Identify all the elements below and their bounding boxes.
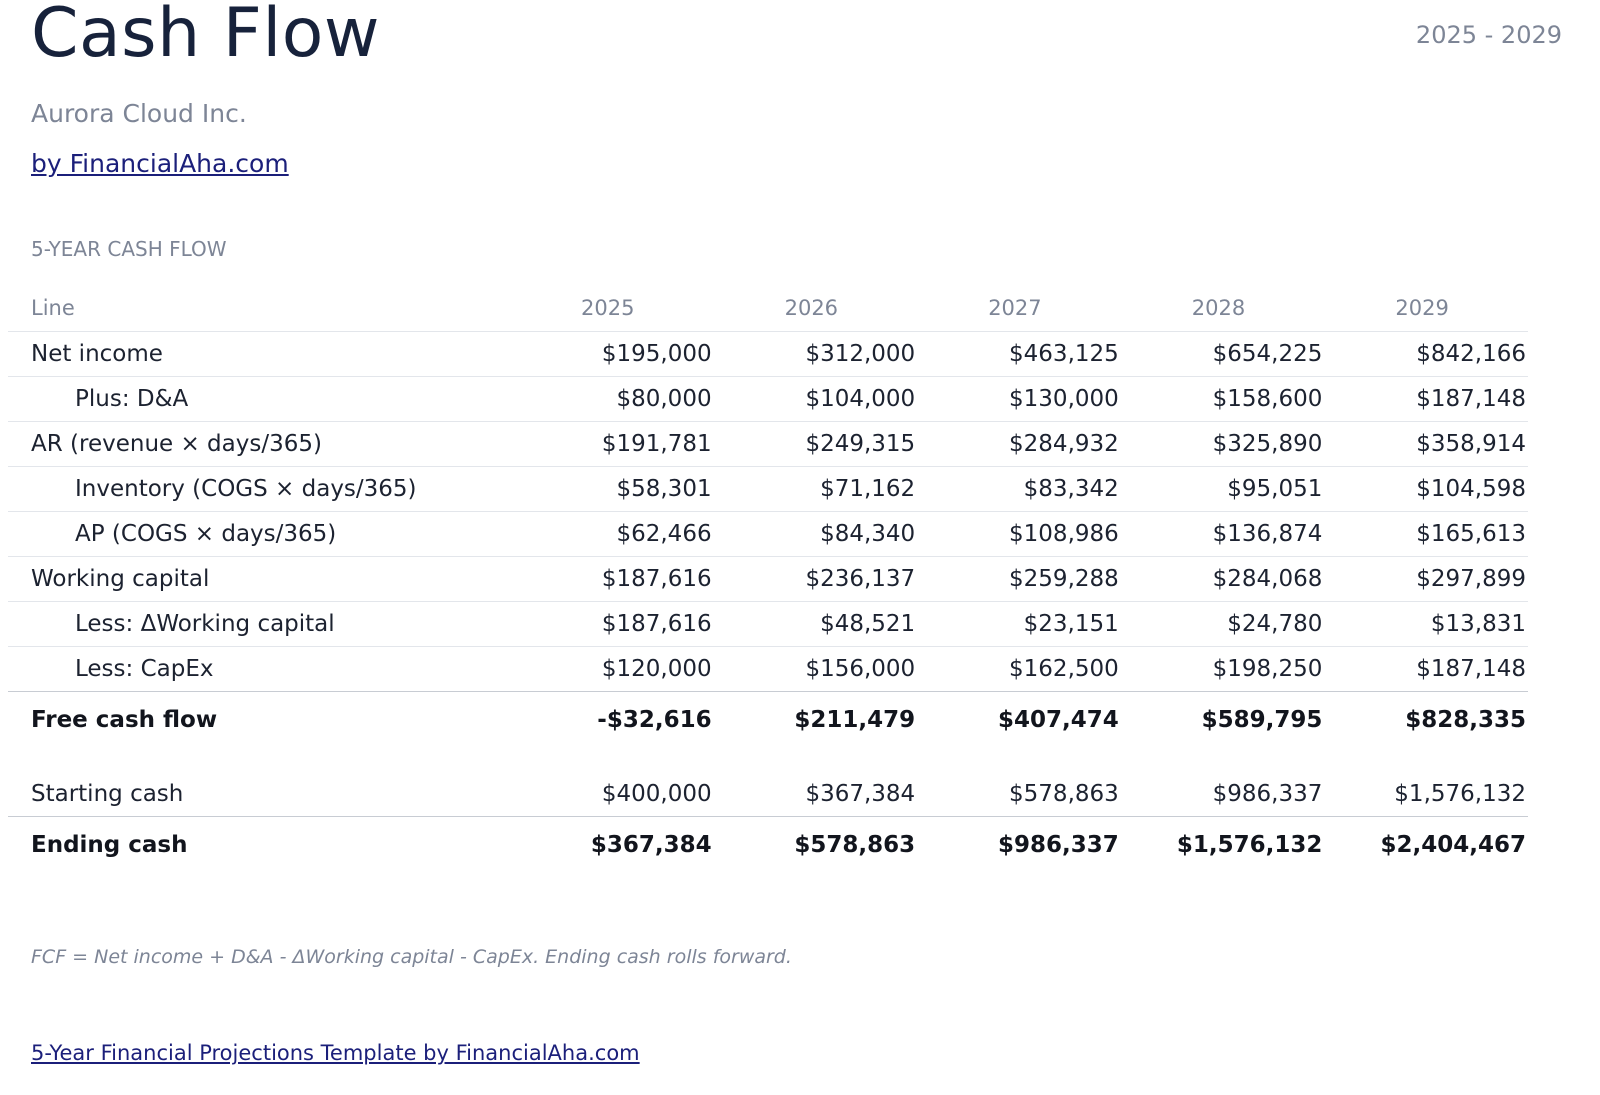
cell-2027: $578,863: [917, 772, 1121, 817]
section-label: 5-YEAR CASH FLOW: [31, 237, 227, 261]
row-label: Working capital: [8, 556, 510, 602]
cell-2028: $1,576,132: [1176, 832, 1323, 858]
cell-2028: $136,874: [1120, 511, 1325, 557]
footer-template-link[interactable]: 5-Year Financial Projections Template by…: [31, 1041, 640, 1065]
formula-note: FCF = Net income + D&A - ΔWorking capita…: [31, 946, 792, 968]
row-plus-da: Plus: D&A $80,000 $104,000 $130,000 $158…: [8, 376, 1528, 422]
table-header-row: Line 2025 2026 2027 2028 2029: [8, 285, 1528, 332]
cell-2025: $80,000: [510, 376, 714, 422]
cell-2029: $1,576,132: [1324, 772, 1528, 817]
row-label: Starting cash: [8, 772, 510, 817]
cell-2025: $400,000: [510, 772, 714, 817]
cell-2026: $211,479: [794, 707, 916, 733]
cell-2028: $986,337: [1120, 772, 1325, 817]
cell-2027: $284,932: [917, 421, 1121, 467]
cell-2025: $120,000: [510, 646, 714, 692]
byline-link[interactable]: by FinancialAha.com: [31, 149, 289, 178]
cell-2026: $236,137: [713, 556, 918, 602]
cell-2026: $578,863: [794, 832, 916, 858]
row-label: AR (revenue × days/365): [8, 421, 510, 467]
cell-2028: $24,780: [1120, 601, 1325, 647]
row-ap: AP (COGS × days/365) $62,466 $84,340 $10…: [8, 511, 1528, 557]
row-ending-cash: Ending cash $367,384 $578,863 $986,337 $…: [8, 817, 1528, 874]
column-header-2025: 2025: [510, 285, 714, 332]
cash-flow-table: Line 2025 2026 2027 2028 2029 Net income…: [8, 285, 1528, 873]
row-label: Less: CapEx: [8, 646, 510, 692]
cell-2027: $259,288: [917, 556, 1121, 602]
cell-2027: $130,000: [917, 376, 1121, 422]
cell-2026: $249,315: [713, 421, 918, 467]
cell-2027: $108,986: [917, 511, 1121, 557]
cell-2025: $367,384: [590, 832, 712, 858]
row-ar: AR (revenue × days/365) $191,781 $249,31…: [8, 421, 1528, 467]
spacer-cell: [8, 748, 1528, 772]
cell-2029: $2,404,467: [1380, 832, 1526, 858]
cell-2029: $358,914: [1324, 421, 1528, 467]
cell-2025: $187,616: [510, 601, 714, 647]
cell-2027: $162,500: [917, 646, 1121, 692]
column-header-2029: 2029: [1324, 285, 1528, 332]
cell-2028: $198,250: [1120, 646, 1325, 692]
cell-2029: $104,598: [1324, 466, 1528, 512]
column-header-line: Line: [8, 285, 510, 332]
cell-2029: $842,166: [1324, 331, 1528, 377]
company-name: Aurora Cloud Inc.: [31, 99, 247, 128]
row-less-capex: Less: CapEx $120,000 $156,000 $162,500 $…: [8, 646, 1528, 692]
cell-2027: $83,342: [917, 466, 1121, 512]
cell-2028: $95,051: [1120, 466, 1325, 512]
cell-2028: $284,068: [1120, 556, 1325, 602]
row-label: AP (COGS × days/365): [8, 511, 510, 557]
cell-2029: $828,335: [1405, 707, 1526, 733]
column-header-2027: 2027: [917, 285, 1121, 332]
cell-2027: $463,125: [917, 331, 1121, 377]
row-starting-cash: Starting cash $400,000 $367,384 $578,863…: [8, 772, 1528, 817]
row-free-cash-flow: Free cash flow -$32,616 $211,479 $407,47…: [8, 692, 1528, 749]
page-title: Cash Flow: [31, 0, 381, 73]
cell-2028: $654,225: [1120, 331, 1325, 377]
cell-2028: $325,890: [1120, 421, 1325, 467]
row-less-delta-wc: Less: ΔWorking capital $187,616 $48,521 …: [8, 601, 1528, 647]
row-label: Ending cash: [31, 832, 188, 858]
row-label: Inventory (COGS × days/365): [8, 466, 510, 512]
row-inventory: Inventory (COGS × days/365) $58,301 $71,…: [8, 466, 1528, 512]
row-label: Plus: D&A: [8, 376, 510, 422]
column-header-2028: 2028: [1120, 285, 1325, 332]
cell-2026: $156,000: [713, 646, 918, 692]
cell-2025: $195,000: [510, 331, 714, 377]
row-label: Less: ΔWorking capital: [8, 601, 510, 647]
cell-2026: $48,521: [713, 601, 918, 647]
cell-2028: $589,795: [1201, 707, 1323, 733]
cell-2025: -$32,616: [597, 707, 712, 733]
cell-2026: $312,000: [713, 331, 918, 377]
cell-2027: $23,151: [917, 601, 1121, 647]
row-label: Free cash flow: [31, 707, 218, 733]
cell-2026: $104,000: [713, 376, 918, 422]
cell-2029: $187,148: [1324, 646, 1528, 692]
cell-2026: $71,162: [713, 466, 918, 512]
cell-2028: $158,600: [1120, 376, 1325, 422]
cell-2027: $986,337: [998, 832, 1119, 858]
cell-2025: $191,781: [510, 421, 714, 467]
row-label: Net income: [8, 331, 510, 377]
cell-2029: $187,148: [1324, 376, 1528, 422]
column-header-2026: 2026: [713, 285, 918, 332]
cell-2026: $84,340: [713, 511, 918, 557]
cell-2027: $407,474: [998, 707, 1119, 733]
row-net-income: Net income $195,000 $312,000 $463,125 $6…: [8, 331, 1528, 377]
period-range: 2025 - 2029: [1415, 21, 1562, 49]
cell-2029: $13,831: [1324, 601, 1528, 647]
cell-2025: $187,616: [510, 556, 714, 602]
row-spacer: [8, 748, 1528, 772]
cell-2025: $58,301: [510, 466, 714, 512]
row-working-capital: Working capital $187,616 $236,137 $259,2…: [8, 556, 1528, 602]
cell-2026: $367,384: [713, 772, 918, 817]
cell-2029: $297,899: [1324, 556, 1528, 602]
cell-2029: $165,613: [1324, 511, 1528, 557]
cell-2025: $62,466: [510, 511, 714, 557]
